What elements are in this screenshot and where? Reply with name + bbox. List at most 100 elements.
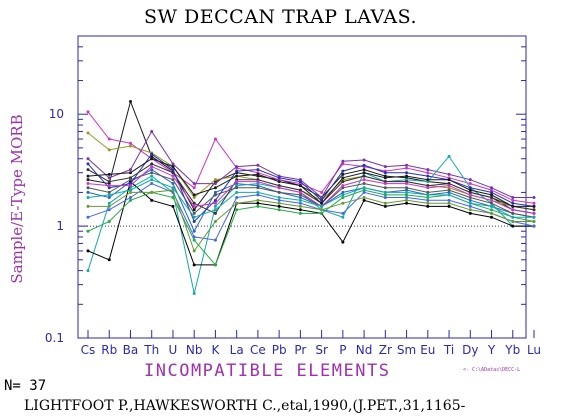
x-tick-label: La <box>230 343 244 357</box>
data-point <box>468 211 472 215</box>
data-point <box>383 190 387 194</box>
data-point <box>128 168 132 172</box>
data-point <box>447 190 451 194</box>
data-point <box>256 186 260 190</box>
data-point <box>468 178 472 182</box>
data-point <box>192 211 196 215</box>
data-point <box>213 190 217 194</box>
data-point <box>511 196 515 200</box>
data-point <box>405 196 409 200</box>
data-point <box>426 196 430 200</box>
data-point <box>213 263 217 267</box>
x-tick-label: Rb <box>101 343 117 357</box>
data-point <box>490 196 494 200</box>
data-point <box>171 174 175 178</box>
data-point <box>511 201 515 205</box>
data-point <box>298 184 302 188</box>
data-point <box>468 204 472 208</box>
data-point <box>468 196 472 200</box>
data-point <box>256 204 260 208</box>
data-point <box>426 174 430 178</box>
n-value: 37 <box>29 378 47 394</box>
data-point <box>511 198 515 202</box>
data-point <box>383 196 387 200</box>
data-point <box>362 178 366 182</box>
x-tick-label: Eu <box>420 343 435 357</box>
data-point <box>405 166 409 170</box>
data-point <box>150 198 154 202</box>
data-point <box>150 182 154 186</box>
data-point <box>405 193 409 197</box>
data-point <box>490 193 494 197</box>
data-point <box>86 190 90 194</box>
data-point <box>86 196 90 200</box>
series-line <box>87 155 534 294</box>
data-point <box>426 201 430 205</box>
series-line <box>88 189 534 252</box>
data-point <box>532 211 536 215</box>
data-point <box>150 190 154 194</box>
data-point <box>511 208 515 212</box>
data-point <box>362 186 366 190</box>
data-point <box>128 186 132 190</box>
data-point <box>86 229 90 233</box>
data-point <box>277 184 281 188</box>
data-point <box>405 182 409 186</box>
data-point <box>107 208 111 212</box>
x-tick-label: Th <box>143 343 159 357</box>
data-point <box>383 176 387 180</box>
data-point <box>107 196 111 200</box>
data-point <box>213 182 217 186</box>
x-tick-label: Ba <box>123 343 139 357</box>
data-point <box>490 198 494 202</box>
data-point <box>426 204 430 208</box>
data-point <box>490 211 494 215</box>
data-point <box>86 182 90 186</box>
data-point <box>511 215 515 219</box>
data-point <box>213 186 217 190</box>
series-line <box>87 179 534 218</box>
data-point <box>86 162 90 166</box>
x-tick-label: Sm <box>397 343 416 357</box>
data-point <box>235 186 239 190</box>
data-point <box>426 178 430 182</box>
y-tick-label: 10 <box>49 107 64 121</box>
sample-count: N= 37 <box>4 378 46 394</box>
data-point <box>362 182 366 186</box>
series-group <box>86 99 536 295</box>
data-point <box>150 162 154 166</box>
data-point <box>107 190 111 194</box>
data-point <box>447 188 451 192</box>
data-point <box>86 131 90 135</box>
data-point <box>511 219 515 223</box>
data-point <box>490 204 494 208</box>
x-tick-label: U <box>169 343 178 357</box>
data-point <box>192 263 196 267</box>
data-point <box>362 158 366 162</box>
data-point <box>256 198 260 202</box>
data-point <box>235 174 239 178</box>
x-tick-label: Cs <box>81 343 96 357</box>
data-point <box>86 186 90 190</box>
series-line <box>87 132 535 211</box>
data-point <box>213 178 217 182</box>
data-point <box>171 204 175 208</box>
data-point <box>235 190 239 194</box>
data-point <box>213 137 217 141</box>
data-point <box>107 258 111 262</box>
data-point <box>447 178 451 182</box>
data-point <box>150 152 154 156</box>
x-tick-label: Nd <box>356 343 373 357</box>
data-point <box>107 204 111 208</box>
data-point <box>468 188 472 192</box>
data-point <box>383 182 387 186</box>
data-point <box>86 249 90 253</box>
data-point <box>426 190 430 194</box>
x-tick-label: Pb <box>272 343 287 357</box>
x-tick-label: Ce <box>250 343 266 357</box>
data-point <box>362 168 366 172</box>
data-point <box>490 186 494 190</box>
data-point <box>277 186 281 190</box>
data-point <box>150 178 154 182</box>
data-point <box>150 174 154 178</box>
